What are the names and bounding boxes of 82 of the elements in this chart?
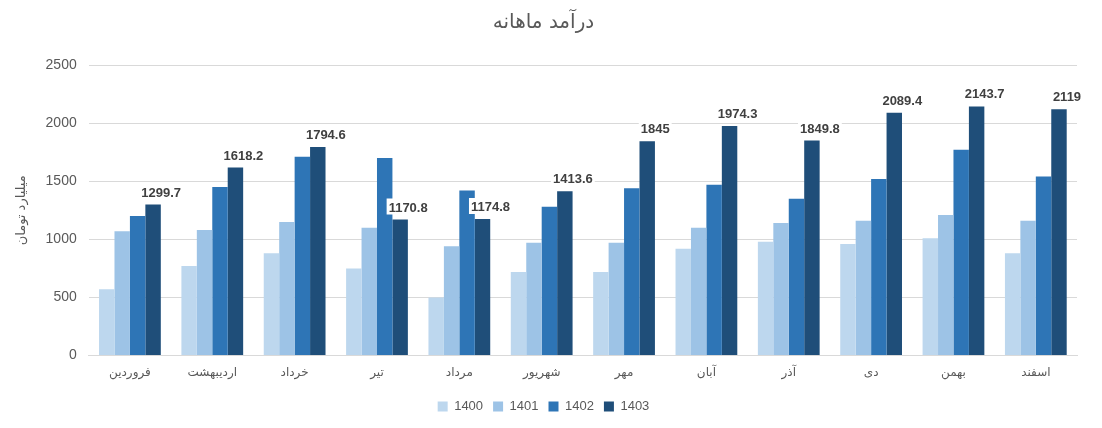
x-tick-label: دی xyxy=(863,364,879,379)
bar xyxy=(196,230,213,356)
bar xyxy=(392,219,408,356)
data-label: 1974.3 xyxy=(717,106,758,122)
bar xyxy=(773,223,789,356)
bar xyxy=(788,198,805,356)
data-label: 1413.6 xyxy=(552,171,593,187)
legend-label: 1400 xyxy=(454,398,484,414)
bar xyxy=(279,221,295,356)
x-tick-label: مهر xyxy=(613,364,634,380)
bar xyxy=(624,188,640,356)
legend-label: 1403 xyxy=(620,398,650,414)
y-tick-label: 2500 xyxy=(45,55,77,72)
x-tick-label: اردیبهشت xyxy=(187,364,237,380)
bar xyxy=(114,231,130,356)
data-label: 1174.8 xyxy=(470,199,511,215)
bar xyxy=(145,204,161,356)
data-label: 2119 xyxy=(1052,89,1082,105)
data-label: 2089.4 xyxy=(882,92,923,108)
x-tick-label: تیر xyxy=(369,364,384,380)
bar xyxy=(840,244,856,356)
bar xyxy=(129,216,146,356)
data-label: 1299.7 xyxy=(141,184,181,200)
data-label: 2143.7 xyxy=(964,86,1005,102)
x-tick-label: آبان xyxy=(696,363,717,379)
bar xyxy=(526,242,542,356)
bar xyxy=(968,106,985,356)
x-tick-label: شهریور xyxy=(521,364,561,380)
y-tick-label: 2000 xyxy=(45,113,77,130)
data-label: 1618.2 xyxy=(223,147,264,163)
bar xyxy=(675,248,691,356)
bar xyxy=(886,112,902,356)
bar xyxy=(690,227,707,356)
bar xyxy=(227,167,244,356)
bar xyxy=(294,156,311,356)
bar xyxy=(212,187,228,356)
bar xyxy=(474,219,491,356)
data-label: 1170.8 xyxy=(388,199,428,215)
bar xyxy=(310,147,326,356)
bar xyxy=(855,220,872,356)
bar xyxy=(510,271,527,356)
x-tick-label: اسفند xyxy=(1021,364,1051,379)
bar xyxy=(1004,253,1021,356)
legend-label: 1402 xyxy=(565,398,594,414)
x-tick-label: خرداد xyxy=(280,364,309,380)
bar xyxy=(181,266,197,356)
chart-title: درآمد ماهانه xyxy=(492,8,595,34)
bar xyxy=(608,242,625,356)
bar xyxy=(938,214,954,356)
bar xyxy=(263,253,280,356)
bar xyxy=(922,238,939,356)
y-tick-label: 0 xyxy=(68,346,77,363)
data-label: 1845 xyxy=(640,121,670,137)
x-tick-label: بهمن xyxy=(940,364,966,380)
bar xyxy=(443,246,460,356)
bar xyxy=(1051,109,1067,356)
bar xyxy=(1020,220,1036,356)
bar xyxy=(706,184,722,356)
bar xyxy=(721,126,738,356)
bar xyxy=(361,227,377,356)
bar xyxy=(541,206,558,356)
bar xyxy=(757,241,774,356)
bar xyxy=(428,297,444,356)
y-tick-label: 1000 xyxy=(45,230,77,247)
y-axis-title: میلیارد تومان xyxy=(13,175,30,246)
bar xyxy=(1035,176,1052,356)
y-tick-label: 1500 xyxy=(45,172,77,189)
bar xyxy=(99,289,115,356)
bar xyxy=(639,141,655,356)
x-tick-label: مرداد xyxy=(445,364,473,380)
x-tick-label: آذر xyxy=(780,363,797,380)
x-tick-label: فروردین xyxy=(109,364,151,380)
y-tick-label: 500 xyxy=(53,288,77,305)
data-label: 1849.8 xyxy=(800,120,840,136)
bar xyxy=(871,178,887,356)
legend-label: 1401 xyxy=(509,398,539,414)
bar xyxy=(557,191,573,356)
bar xyxy=(346,268,362,356)
bar xyxy=(804,140,820,356)
bar xyxy=(953,149,969,356)
bar xyxy=(593,271,609,356)
data-label: 1794.6 xyxy=(305,127,346,143)
